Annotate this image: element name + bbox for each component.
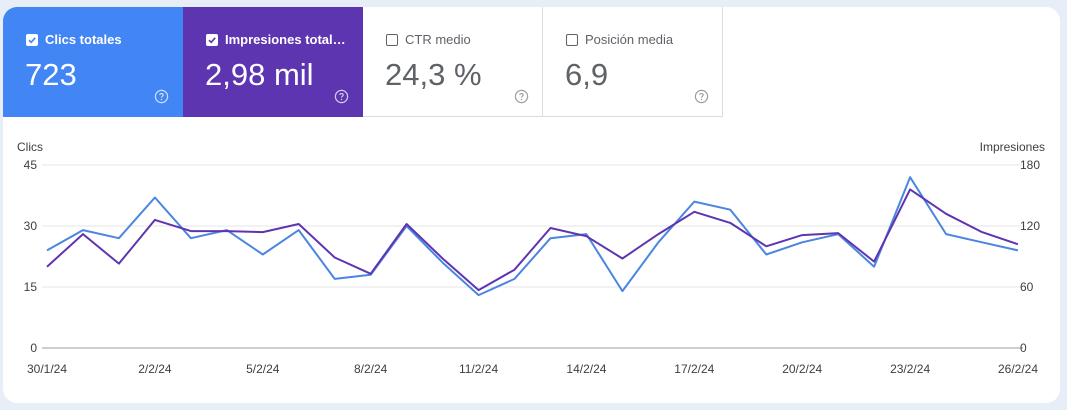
x-tick-label: 20/2/24 [782, 362, 822, 376]
y-right-tick-label: 120 [1020, 219, 1040, 233]
y-left-tick-label: 30 [24, 219, 38, 233]
checkbox-icon[interactable] [566, 33, 578, 46]
x-tick-label: 17/2/24 [674, 362, 714, 376]
x-tick-label: 8/2/24 [354, 362, 388, 376]
y-right-tick-label: 0 [1020, 341, 1027, 355]
metric-value: 2,98 mil [205, 57, 314, 92]
x-tick-label: 14/2/24 [566, 362, 606, 376]
x-tick-label: 2/2/24 [138, 362, 172, 376]
x-tick-label: 26/2/24 [998, 362, 1038, 376]
checkbox-icon[interactable] [206, 33, 218, 46]
x-tick-label: 30/1/24 [27, 362, 67, 376]
metric-cards: Clics totales 723 Impresiones total… 2,9… [3, 7, 723, 117]
x-tick-label: 23/2/24 [890, 362, 930, 376]
checkbox-icon[interactable] [26, 33, 38, 46]
impressions-series-line [46, 188, 1019, 292]
y-right-tick-label: 180 [1020, 158, 1040, 172]
clicks-series-line [46, 176, 1019, 297]
question-circle-icon[interactable] [514, 89, 529, 104]
metric-card-impressions[interactable]: Impresiones total… 2,98 mil [183, 7, 363, 117]
question-circle-icon[interactable] [334, 89, 349, 104]
checkbox-icon[interactable] [386, 33, 398, 46]
x-tick-label: 11/2/24 [459, 362, 498, 376]
y-left-tick-label: 0 [30, 341, 37, 355]
y-left-tick-label: 15 [24, 280, 38, 294]
metric-card-position[interactable]: Posición media 6,9 [543, 7, 723, 117]
performance-chart: 0 0 15 60 30 120 45 180 Clics Impresiones 30/1/24 2… [17, 140, 1045, 376]
question-circle-icon[interactable] [154, 89, 169, 104]
y-right-axis-label: Impresiones [980, 140, 1045, 154]
metric-value: 24,3 % [385, 57, 482, 92]
x-tick-label: 5/2/24 [246, 362, 280, 376]
performance-panel: Clics totales 723 Impresiones total… 2,9… [3, 7, 1060, 403]
y-left-axis-label: Clics [17, 140, 43, 154]
metric-card-clicks[interactable]: Clics totales 723 [3, 7, 183, 117]
metric-card-ctr[interactable]: CTR medio 24,3 % [363, 7, 543, 117]
question-circle-icon[interactable] [694, 89, 709, 104]
metric-value: 723 [25, 57, 77, 92]
metric-value: 6,9 [565, 57, 609, 92]
y-right-tick-label: 60 [1020, 280, 1034, 294]
y-left-tick-label: 45 [24, 158, 38, 172]
